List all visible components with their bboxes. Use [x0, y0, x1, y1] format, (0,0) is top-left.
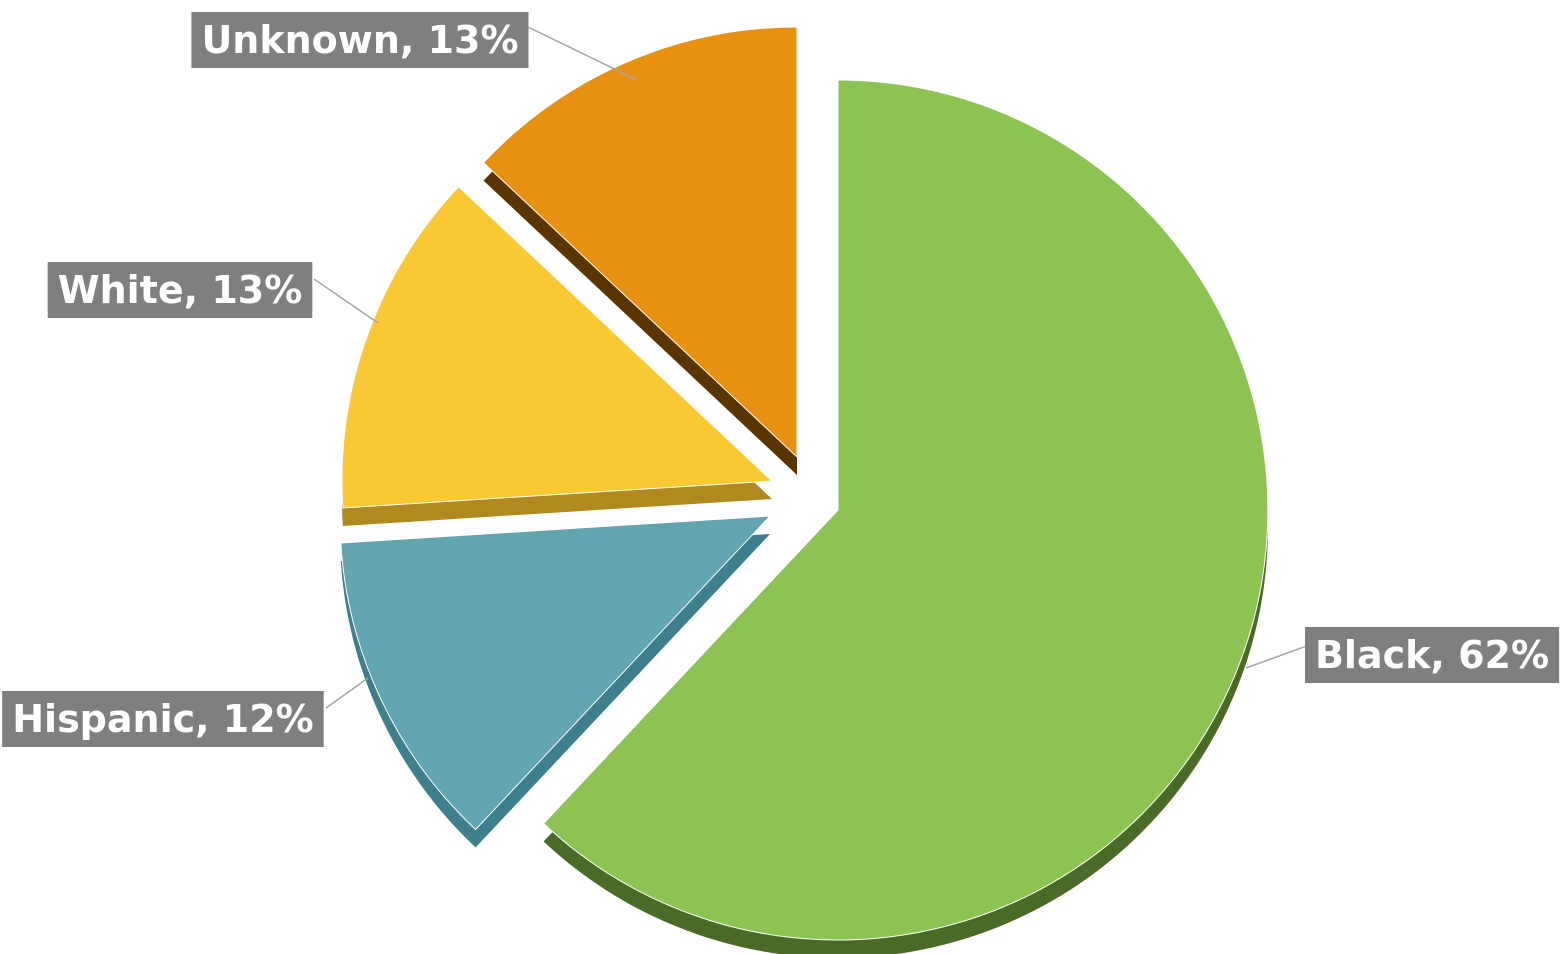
data-label-text-unknown: Unknown, 13% [201, 18, 518, 62]
data-labels: Black, 62% Hispanic, 12% White, 13% Unknown… [2, 12, 1560, 747]
data-label-unknown: Unknown, 13% [191, 12, 529, 68]
slice-unknown [482, 26, 798, 459]
slice-white [341, 185, 774, 509]
data-label-hispanic: Hispanic, 12% [2, 691, 324, 747]
slices [340, 26, 1269, 941]
data-label-text-black: Black, 62% [1315, 633, 1549, 677]
data-label-box-white [47, 262, 313, 318]
data-label-text-hispanic: Hispanic, 12% [12, 697, 314, 741]
leader-line-unknown [527, 26, 638, 81]
data-label-text-white: White, 13% [58, 268, 303, 312]
leader-lines [313, 26, 1313, 709]
data-label-black: Black, 62% [1305, 627, 1560, 683]
leader-line-black [1245, 643, 1313, 669]
leader-line-white [313, 278, 379, 324]
data-label-box-black [1305, 627, 1560, 683]
data-label-white: White, 13% [47, 262, 313, 318]
data-label-box-hispanic [2, 691, 324, 747]
data-label-box-unknown [191, 12, 529, 68]
slice-black [542, 79, 1269, 941]
slice-hispanic [340, 515, 772, 831]
leader-line-hispanic [325, 677, 369, 709]
